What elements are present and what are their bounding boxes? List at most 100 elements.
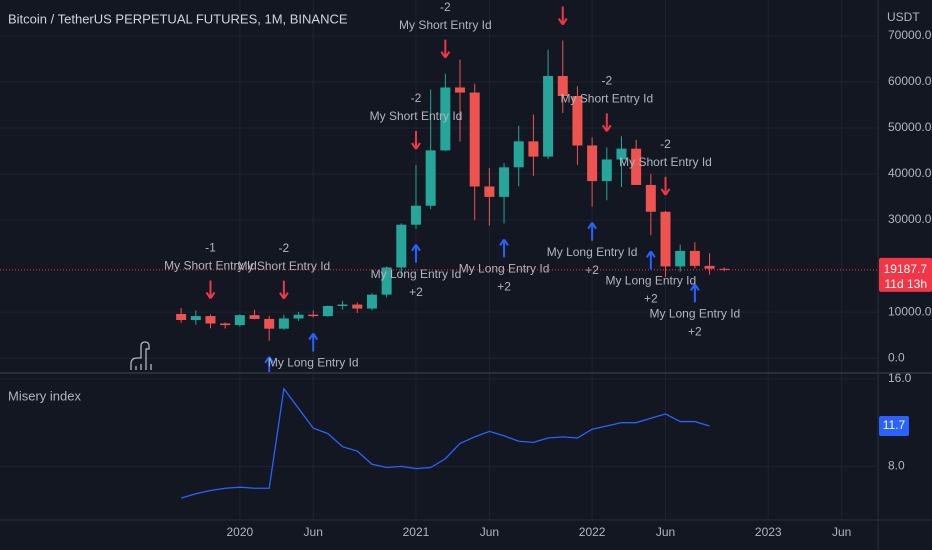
short-entry-arrow: [557, 6, 568, 26]
candle-body: [675, 250, 686, 267]
candle-body: [616, 148, 627, 160]
candle-body: [176, 313, 187, 321]
y-tick-label: 50000.0: [888, 120, 932, 134]
long-entry-arrow: [264, 356, 275, 372]
short-entry-label: My Short Entry Id: [164, 259, 257, 273]
long-entry-arrow: [499, 238, 509, 258]
candle-body: [572, 95, 583, 146]
short-entry-arrow: [660, 176, 671, 196]
short-entry-arrow: [601, 113, 612, 132]
long-entry-arrow: [587, 222, 597, 241]
candle-body: [352, 304, 363, 309]
candle-body: [587, 145, 598, 182]
y-tick-label: 8.0: [888, 459, 905, 473]
long-entry-label: My Long Entry Id: [268, 356, 359, 370]
candle-body: [249, 315, 260, 319]
y-tick-label: 40000.0: [888, 166, 932, 180]
candle-body: [631, 148, 642, 185]
price-pane: My Short Entry Id -1 My Short Entry Id -2 My…: [0, 0, 878, 372]
short-entry-label: My Short Entry Id: [560, 91, 653, 105]
y-tick-label: 70000.0: [888, 28, 932, 42]
candle-body: [601, 159, 612, 182]
candle-body: [455, 87, 466, 93]
candle-body: [557, 75, 568, 96]
axis-labels: 2020 Jun 2021 Jun 2022 Jun 2023 Jun 0.0 10000.0 30…: [226, 28, 932, 539]
indicator-value-box: [879, 415, 909, 436]
indicator-legend: Misery index: [8, 388, 81, 403]
indicator-pane: [180, 387, 710, 499]
short-entry-qty: -2: [660, 137, 671, 151]
last-price-label: 19187.7: [884, 262, 928, 276]
short-entry-qty: -1: [205, 241, 216, 255]
candle-body: [308, 314, 319, 317]
long-entry-qty: +2: [688, 324, 702, 338]
candle-body: [381, 267, 392, 295]
x-tick-label: Jun: [480, 525, 499, 539]
indicator-line: [180, 387, 710, 499]
x-tick-label: Jun: [832, 525, 851, 539]
long-entry-label: My Long Entry Id: [547, 245, 638, 259]
y-tick-label: 10000.0: [888, 304, 932, 318]
candle-body: [264, 318, 275, 329]
candle-body: [278, 318, 289, 329]
short-entry-label: My Short Entry Id: [619, 155, 712, 169]
candle-body: [528, 141, 539, 157]
x-tick-label: 2020: [226, 525, 253, 539]
chart-title: Bitcoin / TetherUS PERPETUAL FUTURES, 1M…: [8, 11, 348, 26]
candle-body: [469, 92, 480, 187]
long-entry-arrow: [690, 283, 700, 303]
short-entry-label: My Short Entry Id: [399, 18, 492, 32]
price-axis-unit: USDT: [887, 10, 920, 24]
y-tick-label: 30000.0: [888, 212, 932, 226]
candle-body: [337, 304, 348, 306]
last-price-box: [879, 257, 932, 292]
candle-body: [425, 150, 436, 206]
candle-body: [719, 268, 730, 270]
y-tick-label: 0.0: [888, 350, 905, 364]
candle-body: [689, 250, 700, 266]
long-entry-label: My Long Entry Id: [650, 306, 741, 320]
short-entry-arrow: [411, 131, 421, 150]
long-entry-label: My Long Entry Id: [605, 273, 696, 287]
short-entry-qty: -2: [279, 241, 290, 255]
short-entry-arrow: [279, 280, 289, 300]
long-entry-label: My Long Entry Id: [459, 262, 550, 276]
short-entry-arrow: [205, 280, 216, 300]
indicator-grid: [0, 374, 878, 520]
long-entry-arrow: [411, 244, 421, 263]
candle-body: [396, 224, 407, 268]
candle-body: [660, 211, 671, 267]
y-tick-label: 16.0: [888, 371, 912, 385]
short-entry-arrow: [440, 39, 451, 59]
x-tick-label: 2022: [579, 525, 606, 539]
candle-body: [322, 305, 333, 317]
long-entry-qty: +2: [497, 280, 511, 294]
long-entry-label: My Long Entry Id: [371, 267, 462, 281]
x-tick-label: Jun: [304, 525, 323, 539]
candle-body: [366, 294, 377, 309]
candle-body: [190, 316, 201, 321]
candle-body: [499, 167, 510, 197]
long-entry-qty: +2: [409, 285, 423, 299]
x-tick-label: 2023: [755, 525, 782, 539]
short-entry-label: My Short Entry Id: [238, 259, 331, 273]
short-entry-qty: -2: [440, 0, 451, 14]
long-entry-qty: +2: [644, 291, 658, 305]
indicator-value-label: 11.7: [883, 418, 906, 432]
countdown-label: 11d 13h: [885, 277, 928, 291]
candle-body: [205, 316, 216, 324]
logo: [130, 341, 152, 370]
short-entry-qty: -2: [411, 91, 422, 105]
long-entry-arrow: [308, 332, 319, 352]
candle-body: [484, 186, 495, 197]
candle-body: [410, 205, 421, 225]
candle-body: [220, 323, 231, 326]
short-entry-label: My Short Entry Id: [370, 109, 463, 123]
candle-body: [293, 314, 304, 319]
short-entry-qty: -2: [601, 73, 612, 87]
x-tick-label: 2021: [403, 525, 430, 539]
y-tick-label: 60000.0: [888, 74, 932, 88]
